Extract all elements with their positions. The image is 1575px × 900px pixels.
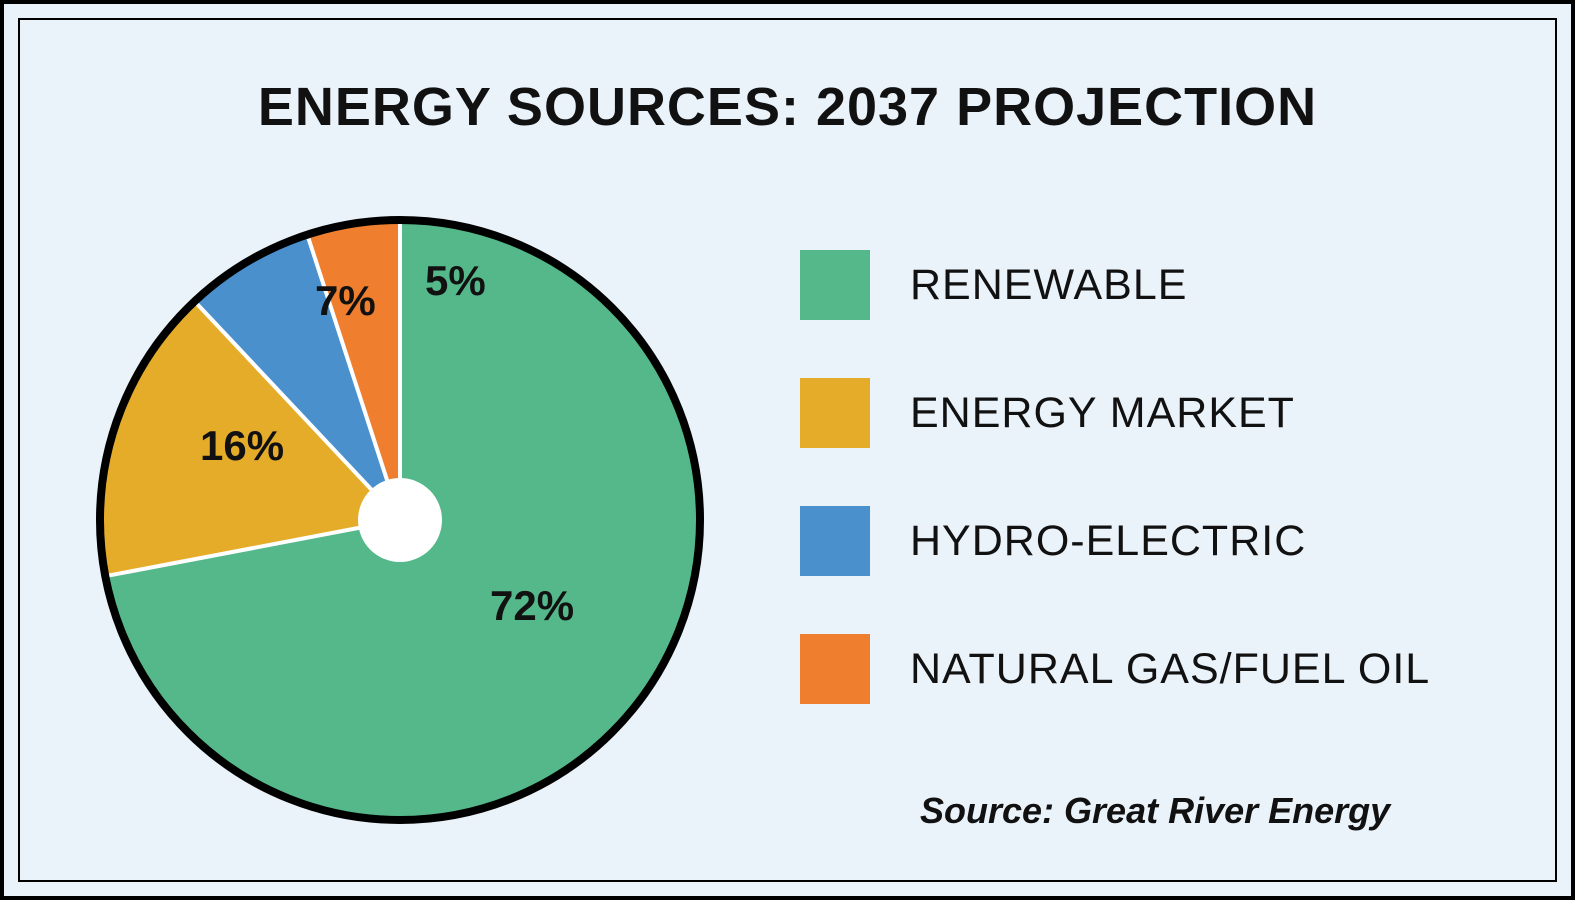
pie-svg: 72% 16% 7% 5% xyxy=(90,210,710,830)
slice-label: 72% xyxy=(490,582,574,629)
legend-label: NATURAL GAS/FUEL OIL xyxy=(910,645,1430,694)
legend-label: ENERGY MARKET xyxy=(910,389,1295,438)
pie-chart: 72% 16% 7% 5% xyxy=(90,210,710,830)
legend-label: RENEWABLE xyxy=(910,261,1187,310)
chart-inner-frame: ENERGY SOURCES: 2037 PROJECTION 72% 16% 7%… xyxy=(18,18,1557,882)
legend-swatch xyxy=(800,506,870,576)
chart-outer-frame: ENERGY SOURCES: 2037 PROJECTION 72% 16% 7%… xyxy=(0,0,1575,900)
legend-item: HYDRO-ELECTRIC xyxy=(800,506,1520,576)
source-attribution: Source: Great River Energy xyxy=(920,790,1390,832)
slice-label: 7% xyxy=(315,277,376,324)
legend-swatch xyxy=(800,634,870,704)
legend-swatch xyxy=(800,250,870,320)
legend-label: HYDRO-ELECTRIC xyxy=(910,517,1306,566)
legend-item: RENEWABLE xyxy=(800,250,1520,320)
slice-label: 16% xyxy=(200,422,284,469)
legend: RENEWABLE ENERGY MARKET HYDRO-ELECTRIC NATU… xyxy=(800,250,1520,762)
legend-item: NATURAL GAS/FUEL OIL xyxy=(800,634,1520,704)
pie-center-hole xyxy=(358,478,442,562)
chart-title: ENERGY SOURCES: 2037 PROJECTION xyxy=(20,76,1555,138)
slice-label: 5% xyxy=(425,257,486,304)
legend-item: ENERGY MARKET xyxy=(800,378,1520,448)
legend-swatch xyxy=(800,378,870,448)
